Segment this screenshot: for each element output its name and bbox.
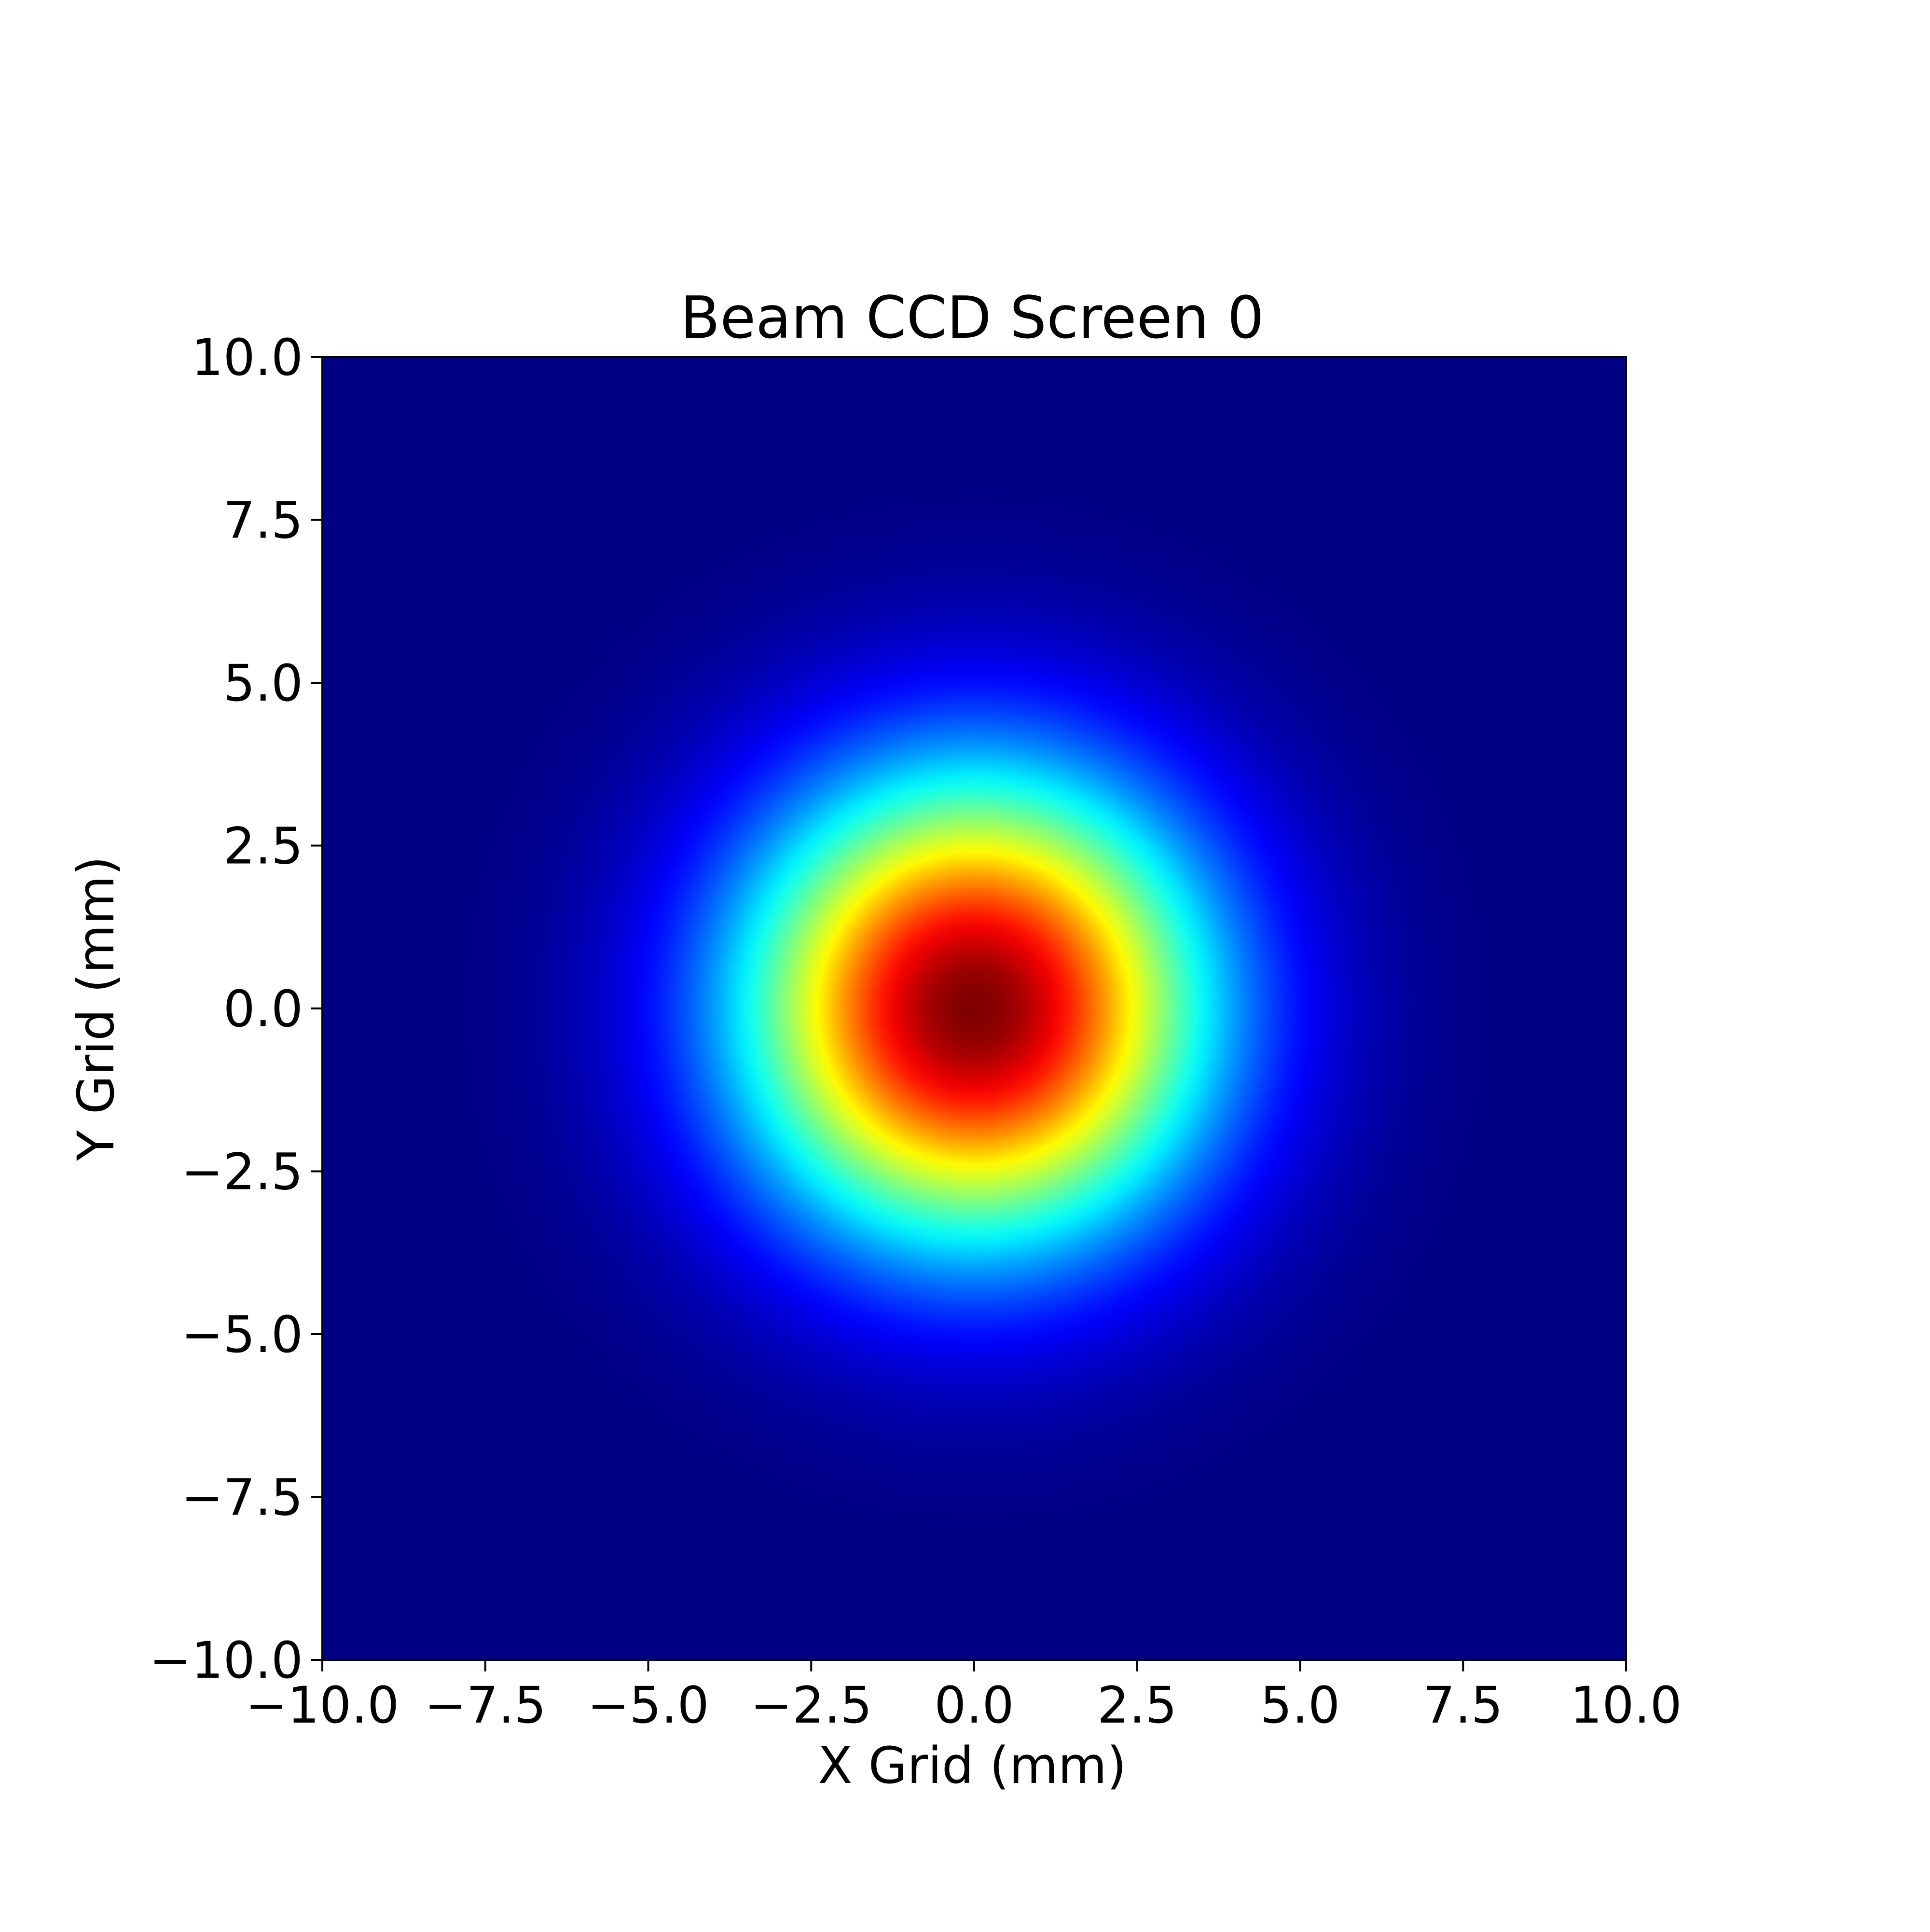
x-tick-label: −2.5 xyxy=(750,1676,872,1735)
y-tick-label: 0.0 xyxy=(223,980,303,1038)
x-tick-label: 7.5 xyxy=(1423,1676,1503,1735)
x-tick-label: −5.0 xyxy=(587,1676,709,1735)
x-tick-label: 5.0 xyxy=(1260,1676,1340,1735)
y-tick-label: −7.5 xyxy=(181,1468,303,1527)
heatmap-beam-spot xyxy=(322,357,1626,1660)
y-tick-label: −5.0 xyxy=(181,1305,303,1364)
x-tick-label: −7.5 xyxy=(424,1676,546,1735)
y-tick-label: 7.5 xyxy=(223,491,303,550)
x-tick-label: 10.0 xyxy=(1570,1676,1682,1735)
chart-title: Beam CCD Screen 0 xyxy=(680,285,1264,352)
x-axis: −10.0 −7.5 −5.0 −2.5 0.0 2.5 5.0 7.5 10.0 xyxy=(246,1660,1682,1735)
x-tick-label: 2.5 xyxy=(1097,1676,1177,1735)
plot-area xyxy=(322,357,1626,1660)
y-tick-label: −10.0 xyxy=(149,1631,303,1690)
y-axis: −10.0 −7.5 −5.0 −2.5 0.0 2.5 5.0 7.5 10.0 xyxy=(149,328,322,1690)
y-tick-label: 5.0 xyxy=(223,654,303,713)
x-tick-label: 0.0 xyxy=(934,1676,1014,1735)
x-tick-label: −10.0 xyxy=(246,1676,400,1735)
y-tick-label: −2.5 xyxy=(181,1143,303,1201)
y-tick-label: 10.0 xyxy=(191,328,303,387)
x-axis-label: X Grid (mm) xyxy=(818,1736,1126,1795)
y-axis-label: Y Grid (mm) xyxy=(67,856,125,1161)
y-tick-label: 2.5 xyxy=(223,817,303,876)
